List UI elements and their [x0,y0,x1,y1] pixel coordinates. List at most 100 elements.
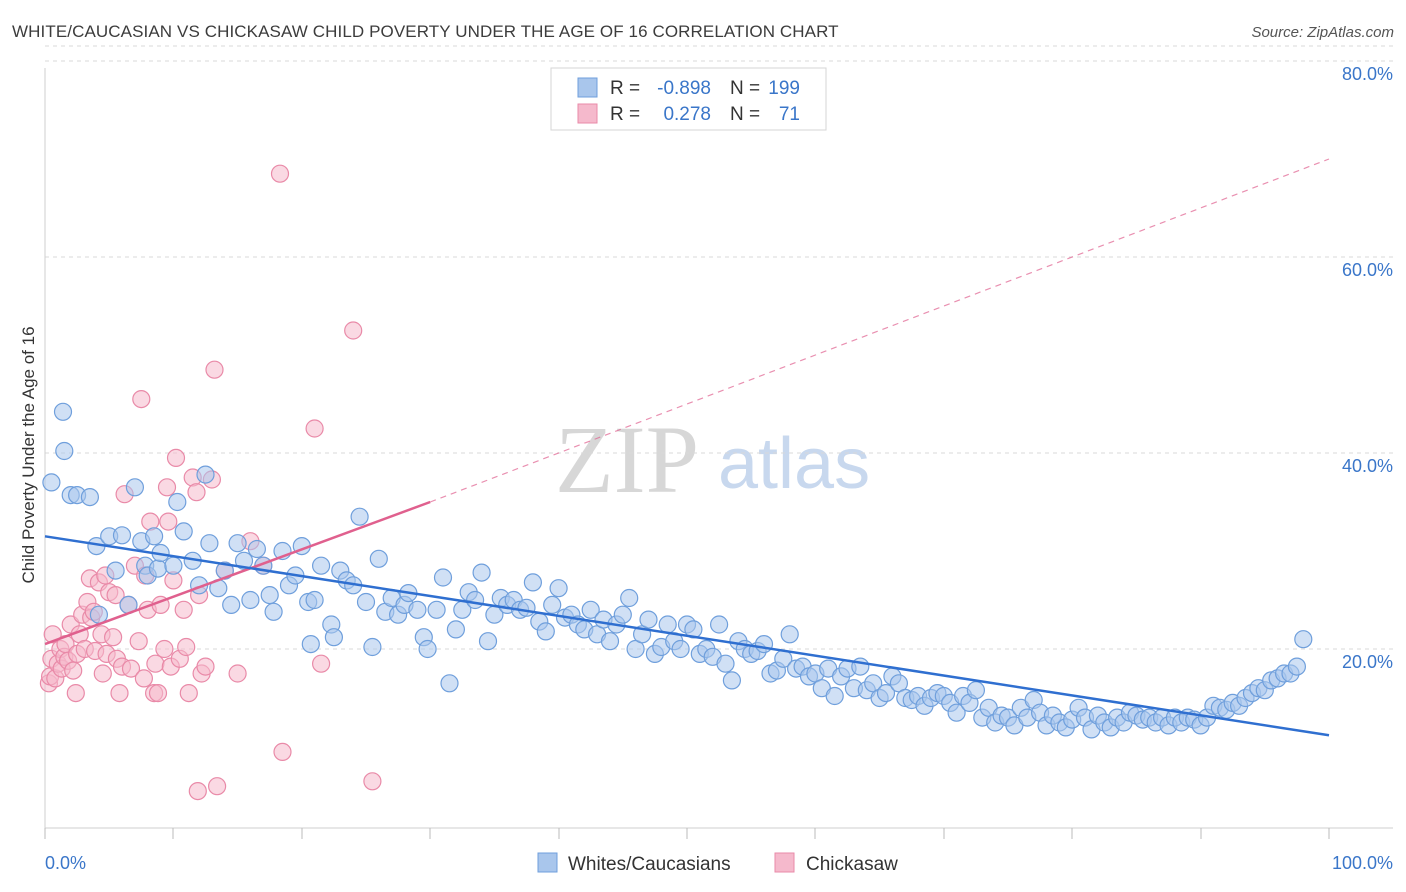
whites-point [780,625,799,644]
stats-box: R = -0.898 N = 199 R = 0.278 N = 71 [550,67,827,131]
chickasaw-point [66,683,85,703]
x-tick-label-min: 0.0% [45,853,86,873]
stats-n-value-2: 71 [779,104,800,125]
chickasaw-point [179,683,198,703]
chickasaw-point [103,628,123,647]
whites-point [112,526,132,545]
whites-point [876,683,896,703]
chart-source: Source: ZipAtlas.com [1251,24,1394,41]
whites-point [408,600,427,619]
whites-point [523,573,543,592]
legend-label-chickasaw: Chickasaw [806,854,898,875]
whites-point [427,600,446,619]
whites-point [966,681,986,700]
whites-point [305,590,324,610]
watermark-atlas: atlas [718,424,870,504]
whites-point [671,639,690,659]
whites-point [716,654,735,673]
whites-point [106,561,125,580]
chickasaw-points [39,164,382,801]
whites-point [754,634,774,654]
whites-point [301,634,320,654]
chickasaw-point [196,657,215,676]
whites-point [125,478,144,497]
chickasaw-point [121,659,141,678]
whites-point [324,628,343,647]
chickasaw-point [159,512,178,531]
legend-swatch-whites [537,852,558,873]
y-tick-label: 20.0% [1342,652,1393,672]
chickasaw-point [344,321,363,340]
chickasaw-point [129,632,148,651]
whites-point [53,402,73,421]
whites-point [247,539,266,559]
whites-point [658,615,677,634]
whites-point [536,622,555,641]
stats-r-label-2: R = [610,104,640,125]
chickasaw-point [106,585,125,605]
whites-point [600,632,620,651]
chickasaw-point [208,777,227,796]
chickasaw-point [305,419,324,438]
chart-title: WHITE/CAUCASIAN VS CHICKASAW CHILD POVER… [12,22,839,41]
whites-point [145,527,164,546]
stats-r-value-2: 0.278 [663,104,711,125]
whites-point [260,585,279,605]
legend: Whites/Caucasians Chickasaw [537,852,898,875]
stats-r-label-1: R = [610,78,640,99]
watermark: ZIP atlas [555,406,870,513]
whites-point [433,568,453,587]
chickasaw-trend-line [44,500,431,646]
whites-point [264,602,283,621]
chickasaw-point [270,164,290,183]
whites-point [947,703,966,722]
y-axis-label: Child Poverty Under the Age of 16 [19,326,38,583]
stats-swatch-pink [577,103,598,124]
y-axis-tick-labels: 20.0% 40.0% 60.0% 80.0% [1342,64,1393,672]
whites-point [228,534,247,553]
legend-label-whites: Whites/Caucasians [568,854,731,875]
stats-r-value-1: -0.898 [657,78,711,99]
whites-point [168,492,187,512]
chickasaw-point [155,639,174,659]
chickasaw-point [110,683,129,703]
whites-point [1287,657,1307,676]
chickasaw-point [157,478,177,497]
whites-point [164,556,183,575]
whites-point [517,598,536,617]
stats-swatch-blue [577,77,598,98]
whites-point [549,579,568,598]
chickasaw-point [166,448,186,467]
whites-point [222,595,241,615]
whites-point [472,563,491,582]
whites-point [241,590,260,610]
chickasaw-trend-extension [429,158,1330,503]
whites-point [174,522,193,541]
whites-point [234,551,254,570]
chickasaw-point [205,360,224,379]
whites-point [825,686,844,706]
chickasaw-point [132,390,151,409]
chickasaw-point [312,654,331,673]
stats-n-label-2: N = [730,104,760,125]
chickasaw-point [174,600,193,619]
whites-point [543,595,562,615]
chickasaw-point [187,483,206,502]
x-axis-ticks [44,828,1330,839]
whites-point [363,637,382,657]
whites-point [369,549,388,568]
whites-point [613,605,632,624]
whites-point [418,639,437,659]
stats-n-value-1: 199 [768,78,800,99]
whites-point [440,674,459,693]
x-tick-label-max: 100.0% [1332,853,1393,873]
whites-point [200,534,219,553]
chickasaw-point [134,669,153,688]
chickasaw-point [363,772,382,791]
y-tick-label: 60.0% [1342,260,1393,280]
chickasaw-point [93,664,112,683]
chickasaw-point [64,661,83,680]
whites-point [80,488,100,507]
y-tick-label: 40.0% [1342,456,1393,476]
